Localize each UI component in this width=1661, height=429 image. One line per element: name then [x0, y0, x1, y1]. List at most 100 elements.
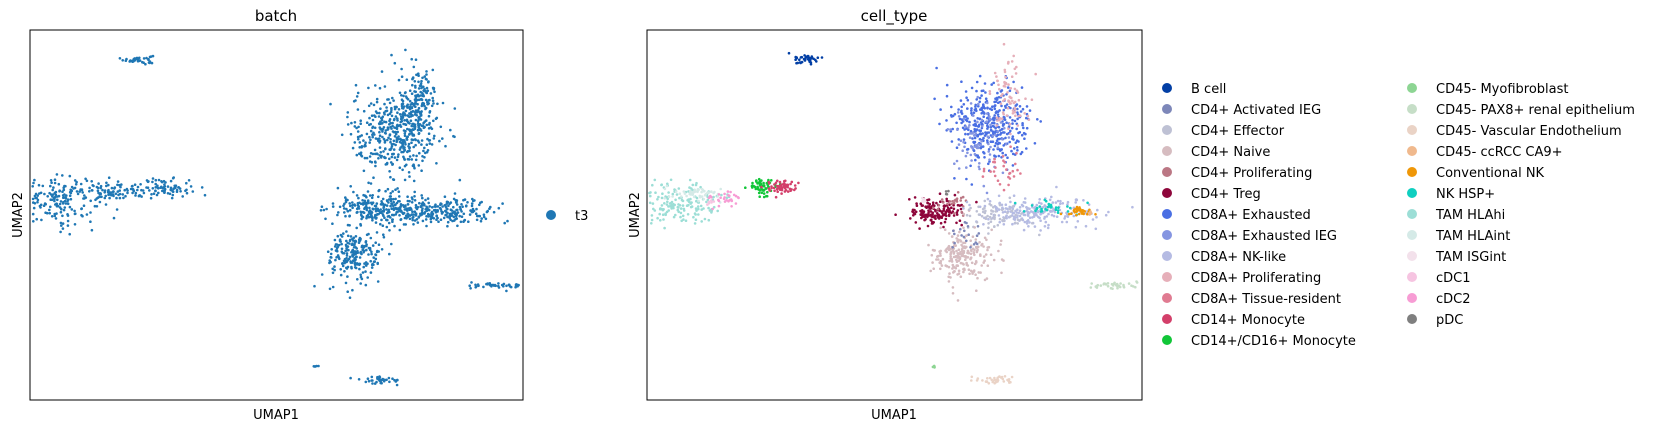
scatter-point: [36, 200, 39, 204]
scatter-point: [388, 380, 391, 384]
scatter-point: [353, 250, 357, 253]
scatter-point: [996, 110, 1000, 113]
scatter-point: [330, 248, 334, 251]
scatter-point: [959, 99, 963, 102]
scatter-point: [431, 99, 435, 102]
scatter-point: [154, 178, 158, 182]
scatter-point: [320, 273, 324, 276]
scatter-point: [976, 120, 979, 124]
scatter-point: [333, 245, 337, 248]
scatter-point: [1096, 208, 1099, 212]
scatter-point: [1010, 375, 1014, 379]
scatter-point: [793, 188, 796, 192]
scatter-point: [1002, 84, 1006, 88]
legend-marker: [1162, 314, 1172, 324]
scatter-point: [428, 142, 432, 145]
scatter-point: [427, 213, 431, 216]
scatter-point: [961, 149, 964, 152]
scatter-point: [59, 200, 63, 203]
scatter-point: [922, 214, 925, 218]
scatter-point: [1000, 258, 1004, 261]
scatter-point: [363, 244, 367, 248]
scatter-point: [1026, 114, 1030, 118]
scatter-point: [983, 236, 987, 240]
scatter-point: [420, 86, 423, 90]
cluster-points: [390, 48, 445, 161]
scatter-point: [990, 209, 993, 212]
scatter-point: [983, 156, 986, 159]
scatter-point: [936, 255, 939, 258]
scatter-point: [999, 121, 1003, 124]
scatter-point: [727, 199, 730, 203]
scatter-point: [414, 214, 418, 217]
scatter-point: [993, 376, 996, 380]
scatter-point: [90, 228, 94, 232]
scatter-point: [375, 231, 379, 234]
scatter-point: [349, 185, 353, 188]
scatter-point: [974, 123, 978, 127]
scatter-point: [988, 117, 992, 121]
scatter-point: [1016, 91, 1020, 94]
scatter-point: [1002, 113, 1005, 116]
scatter-point: [991, 134, 995, 138]
scatter-point: [969, 164, 972, 168]
scatter-point: [1002, 219, 1006, 223]
scatter-point: [32, 206, 36, 210]
scatter-point: [998, 220, 1001, 224]
scatter-point: [359, 119, 363, 122]
scatter-point: [974, 273, 977, 277]
scatter-point: [363, 262, 366, 265]
scatter-point: [372, 260, 376, 264]
scatter-point: [387, 208, 391, 212]
scatter-point: [424, 151, 427, 155]
scatter-point: [943, 205, 947, 208]
scatter-point: [471, 207, 475, 211]
scatter-point: [147, 57, 150, 61]
scatter-point: [382, 150, 385, 153]
scatter-point: [996, 142, 999, 146]
scatter-point: [1059, 202, 1062, 206]
scatter-point: [760, 191, 764, 194]
scatter-point: [406, 215, 410, 218]
legend-marker: [1407, 293, 1417, 303]
scatter-point: [966, 264, 970, 267]
scatter-point: [1043, 198, 1047, 202]
scatter-point: [687, 203, 690, 207]
scatter-point: [362, 211, 366, 214]
scatter-point: [381, 130, 384, 133]
scatter-point: [32, 181, 35, 185]
legend-marker: [1407, 83, 1417, 93]
scatter-point: [688, 189, 692, 193]
scatter-point: [978, 117, 981, 121]
scatter-point: [391, 121, 394, 125]
scatter-point: [1054, 201, 1058, 204]
scatter-point: [959, 139, 963, 142]
scatter-point: [340, 242, 343, 246]
scatter-point: [368, 206, 371, 210]
scatter-point: [755, 180, 758, 183]
scatter-point: [963, 145, 966, 149]
scatter-point: [990, 129, 993, 132]
scatter-point: [757, 191, 761, 195]
scatter-point: [984, 91, 987, 94]
scatter-point: [342, 232, 345, 235]
scatter-point: [394, 380, 398, 383]
scatter-point: [403, 148, 407, 152]
scatter-point: [419, 127, 422, 131]
scatter-point: [377, 115, 381, 118]
scatter-point: [980, 244, 983, 247]
scatter-point: [163, 183, 166, 186]
scatter-point: [449, 208, 453, 211]
scatter-point: [397, 135, 400, 138]
scatter-point: [713, 190, 716, 194]
scatter-point: [921, 204, 924, 207]
scatter-point: [1086, 201, 1089, 205]
scatter-point: [344, 260, 348, 264]
scatter-point: [943, 220, 947, 224]
scatter-point: [424, 119, 428, 122]
scatter-point: [417, 118, 421, 121]
scatter-point: [996, 119, 999, 122]
scatter-point: [947, 280, 951, 283]
scatter-point: [404, 109, 408, 113]
scatter-point: [984, 217, 988, 220]
